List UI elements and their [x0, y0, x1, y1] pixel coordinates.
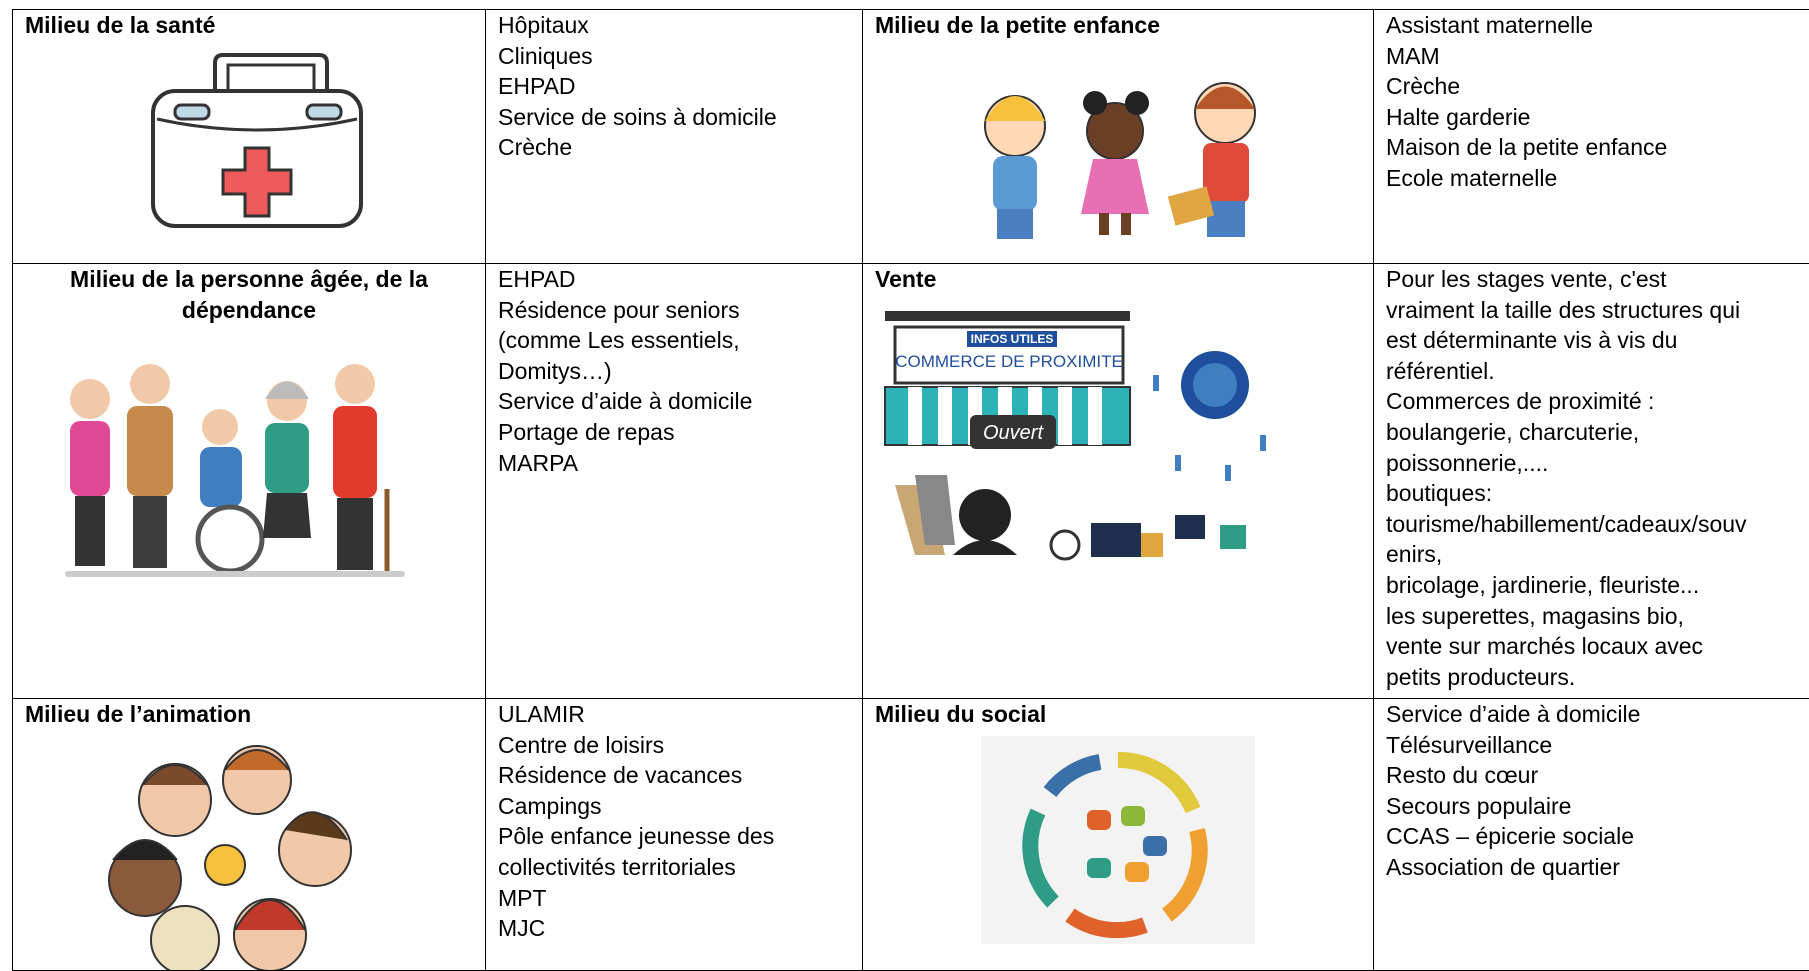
list-item: Cliniques: [498, 41, 862, 72]
list-item: petits producteurs.: [1386, 662, 1809, 693]
list-item: Maison de la petite enfance: [1386, 132, 1809, 163]
list-item: Hôpitaux: [498, 10, 862, 41]
list-item: Service de soins à domicile: [498, 102, 862, 133]
list-item: Télésurveillance: [1386, 730, 1809, 761]
list-item: tourisme/habillement/cadeaux/souv: [1386, 509, 1809, 540]
cell: Milieu de l’animation: [13, 699, 486, 971]
cell: Milieu de la personne âgée, de la dépend…: [13, 264, 486, 699]
list-item: Commerces de proximité :: [1386, 386, 1809, 417]
list-item: CCAS – épicerie sociale: [1386, 821, 1809, 852]
list-item: Résidence de vacances: [498, 760, 862, 791]
list-item: EHPAD: [498, 264, 862, 295]
list-item: Association de quartier: [1386, 852, 1809, 883]
cell: Milieu de la petite enfance: [863, 10, 1374, 264]
list-item: est déterminante vis à vis du: [1386, 325, 1809, 356]
cell: Milieu de la santé: [13, 10, 486, 264]
children-image: [875, 41, 1365, 241]
cell-title: Milieu de la santé: [25, 10, 485, 41]
list-item: Domitys…): [498, 356, 862, 387]
list-item: EHPAD: [498, 71, 862, 102]
list-item: Résidence pour seniors: [498, 295, 862, 326]
social-image: [875, 730, 1365, 945]
list-item: bricolage, jardinerie, fleuriste...: [1386, 570, 1809, 601]
list-item: (comme Les essentiels,: [498, 325, 862, 356]
list-item: MAM: [1386, 41, 1809, 72]
list-item: référentiel.: [1386, 356, 1809, 387]
list-item: Assistant maternelle: [1386, 10, 1809, 41]
shop-sign: COMMERCE DE PROXIMITE: [895, 352, 1123, 371]
cell-title: Milieu du social: [875, 699, 1373, 730]
elderly-image: [25, 339, 465, 589]
shop-sign: INFOS UTILES: [971, 332, 1054, 346]
cell-title: Milieu de la personne âgée, de la dépend…: [25, 264, 473, 325]
list-item: collectivités territoriales: [498, 852, 862, 883]
list-item: Service d’aide à domicile: [498, 386, 862, 417]
list-item: MJC: [498, 913, 862, 944]
list-item: Crèche: [1386, 71, 1809, 102]
cell-title: Vente: [875, 264, 1373, 295]
cell-title: Milieu de l’animation: [25, 699, 485, 730]
list-item: enirs,: [1386, 539, 1809, 570]
list-item: boutiques:: [1386, 478, 1809, 509]
list-item: MPT: [498, 883, 862, 914]
list-item: Resto du cœur: [1386, 760, 1809, 791]
list-item: Halte garderie: [1386, 102, 1809, 133]
list-item: poissonnerie,....: [1386, 448, 1809, 479]
list-item: vraiment la taille des structures qui: [1386, 295, 1809, 326]
list-item: Portage de repas: [498, 417, 862, 448]
list-item: vente sur marchés locaux avec: [1386, 631, 1809, 662]
cell: Vente INFOS UTILES COMMERCE DE PROXIMITE…: [863, 264, 1374, 699]
list-item: Service d’aide à domicile: [1386, 699, 1809, 730]
list-item: Centre de loisirs: [498, 730, 862, 761]
cell: Milieu du social: [863, 699, 1374, 971]
list-item: Pôle enfance jeunesse des: [498, 821, 862, 852]
list-item: boulangerie, charcuterie,: [1386, 417, 1809, 448]
list-item: ULAMIR: [498, 699, 862, 730]
medical-kit-image: [25, 41, 465, 231]
cell-title: Milieu de la petite enfance: [875, 10, 1373, 41]
list-item: Ecole maternelle: [1386, 163, 1809, 194]
shop-sign: Ouvert: [983, 422, 1044, 444]
row: Milieu de la personne âgée, de la dépend…: [13, 264, 1809, 699]
list-item: Pour les stages vente, c'est: [1386, 264, 1809, 295]
list-item: Campings: [498, 791, 862, 822]
animation-image: [25, 730, 465, 970]
shop-image: INFOS UTILES COMMERCE DE PROXIMITE Ouver…: [875, 305, 1365, 575]
list-item: Crèche: [498, 132, 862, 163]
list-item: MARPA: [498, 448, 862, 479]
list-item: Secours populaire: [1386, 791, 1809, 822]
list-item: les superettes, magasins bio,: [1386, 601, 1809, 632]
